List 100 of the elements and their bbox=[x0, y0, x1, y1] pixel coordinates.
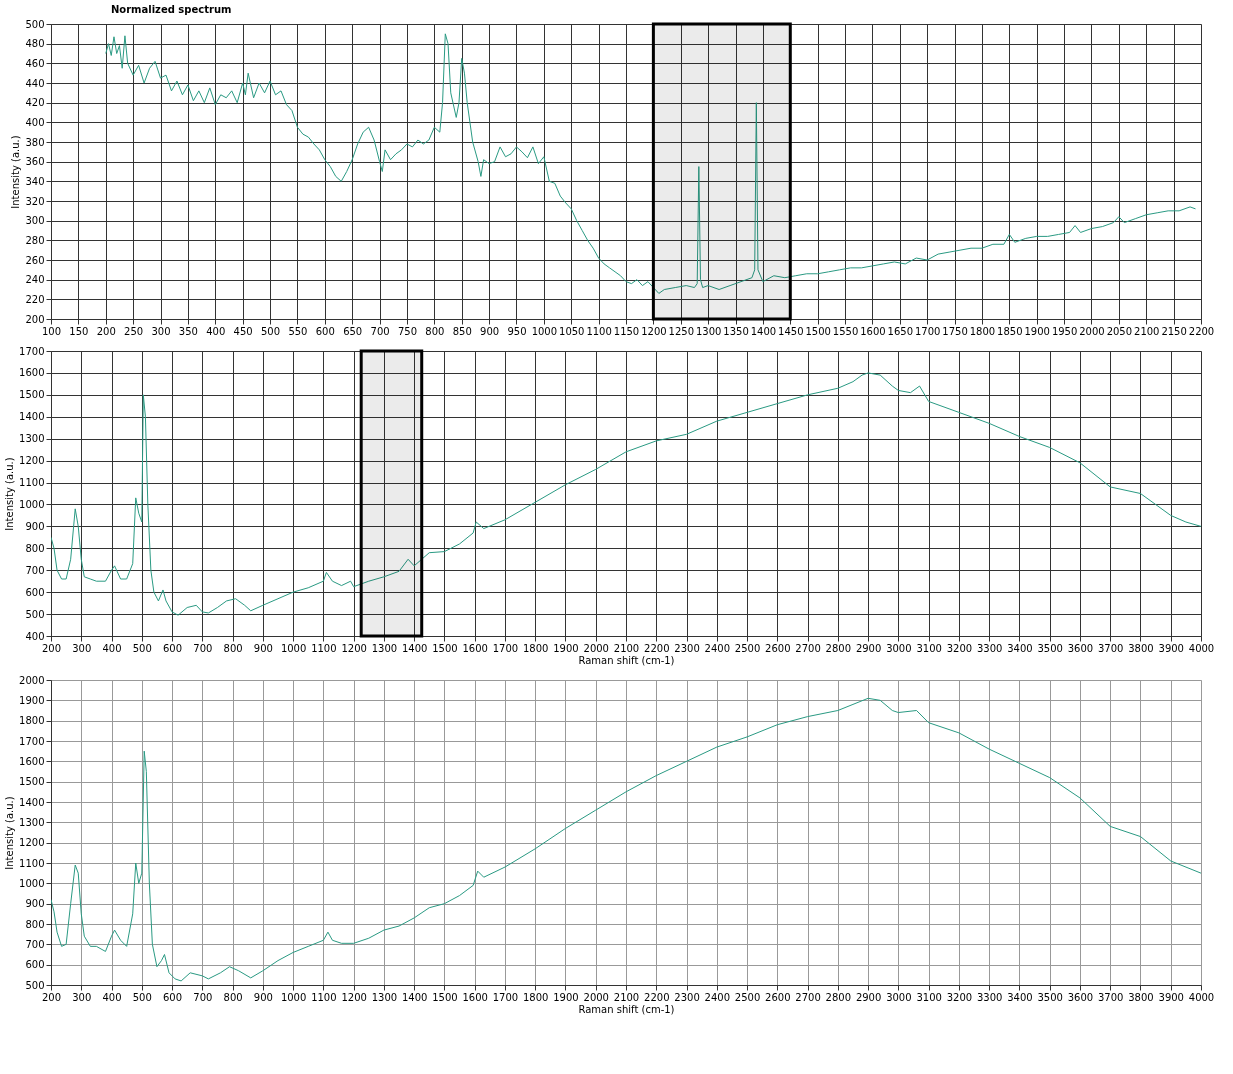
x-tick-label: 1750 bbox=[942, 325, 968, 337]
x-tick-label: 300 bbox=[151, 325, 171, 337]
x-tick-label: 350 bbox=[178, 325, 198, 337]
x-tick-label: 550 bbox=[288, 325, 308, 337]
y-tick-label: 420 bbox=[25, 97, 45, 109]
x-tick-label: 250 bbox=[124, 325, 144, 337]
x-tick-label: 1500 bbox=[432, 642, 458, 654]
x-tick-label: 600 bbox=[163, 642, 183, 654]
x-tick-label: 1250 bbox=[668, 325, 694, 337]
x-tick-label: 1100 bbox=[311, 991, 337, 1003]
y-tick-label: 600 bbox=[25, 959, 45, 971]
y-tick-label: 2000 bbox=[19, 674, 45, 686]
x-tick-label: 3500 bbox=[1037, 642, 1063, 654]
chart-title: Normalized spectrum bbox=[110, 4, 232, 15]
x-tick-label: 2500 bbox=[734, 642, 761, 654]
y-tick-label: 440 bbox=[25, 77, 45, 89]
x-tick-label: 2000 bbox=[583, 642, 609, 654]
x-tick-label: 300 bbox=[72, 991, 92, 1003]
y-tick-label: 500 bbox=[25, 608, 45, 620]
x-tick-label: 1900 bbox=[553, 642, 579, 654]
y-tick-label: 220 bbox=[25, 293, 45, 305]
x-tick-label: 2100 bbox=[613, 642, 640, 654]
x-tick-label: 2900 bbox=[855, 991, 882, 1003]
x-tick-label: 2200 bbox=[644, 991, 670, 1003]
x-tick-label: 3000 bbox=[886, 642, 912, 654]
x-tick-label: 200 bbox=[41, 991, 62, 1003]
y-tick-label: 1500 bbox=[19, 776, 45, 788]
x-tick-label: 400 bbox=[102, 642, 122, 654]
x-tick-label: 3700 bbox=[1097, 991, 1124, 1003]
x-tick-label: 2300 bbox=[674, 642, 700, 654]
y-tick-label: 1400 bbox=[19, 796, 45, 808]
y-tick-label: 800 bbox=[25, 918, 45, 930]
x-tick-label: 1350 bbox=[723, 325, 749, 337]
x-tick-label: 1000 bbox=[531, 325, 558, 337]
y-tick-label: 700 bbox=[25, 564, 45, 576]
y-axis-title: Intensity (a.u.) bbox=[4, 796, 16, 870]
y-tick-label: 500 bbox=[25, 18, 45, 30]
x-tick-label: 400 bbox=[206, 325, 226, 337]
x-tick-label: 2150 bbox=[1161, 325, 1187, 337]
x-tick-label: 3300 bbox=[976, 991, 1003, 1003]
x-tick-label: 600 bbox=[163, 991, 183, 1003]
x-tick-label: 2200 bbox=[1188, 325, 1215, 337]
x-tick-label: 1650 bbox=[887, 325, 914, 337]
x-tick-label: 300 bbox=[72, 642, 92, 654]
y-tick-label: 460 bbox=[25, 57, 45, 69]
x-tick-label: 1550 bbox=[832, 325, 859, 337]
x-tick-label: 600 bbox=[315, 325, 335, 337]
x-tick-label: 1500 bbox=[432, 991, 458, 1003]
y-tick-label: 480 bbox=[25, 38, 45, 50]
y-tick-label: 340 bbox=[25, 175, 45, 187]
y-tick-label: 1100 bbox=[19, 477, 45, 489]
x-tick-label: 400 bbox=[102, 991, 122, 1003]
x-tick-label: 2400 bbox=[704, 991, 731, 1003]
x-tick-label: 500 bbox=[261, 325, 281, 337]
x-tick-label: 900 bbox=[480, 325, 500, 337]
x-tick-label: 1150 bbox=[613, 325, 640, 337]
x-tick-label: 2100 bbox=[1134, 325, 1160, 337]
y-tick-label: 1700 bbox=[19, 345, 45, 357]
x-tick-label: 100 bbox=[41, 325, 62, 337]
x-axis-title: Raman shift (cm-1) bbox=[578, 1003, 675, 1015]
y-tick-label: 400 bbox=[25, 116, 45, 128]
y-tick-label: 1500 bbox=[19, 389, 45, 401]
y-tick-label: 1400 bbox=[19, 411, 45, 423]
y-tick-label: 360 bbox=[25, 156, 45, 168]
x-tick-label: 1300 bbox=[371, 642, 398, 654]
x-tick-label: 150 bbox=[69, 325, 89, 337]
x-tick-label: 3000 bbox=[886, 991, 912, 1003]
x-tick-label: 1950 bbox=[1051, 325, 1078, 337]
x-tick-label: 950 bbox=[507, 325, 527, 337]
x-tick-label: 800 bbox=[425, 325, 445, 337]
x-tick-label: 1000 bbox=[280, 642, 307, 654]
y-tick-label: 1300 bbox=[19, 433, 45, 445]
x-tick-label: 4000 bbox=[1188, 991, 1215, 1003]
x-tick-label: 1300 bbox=[371, 991, 398, 1003]
x-axis-title: Raman shift (cm-1) bbox=[578, 654, 675, 666]
y-tick-label: 320 bbox=[25, 195, 45, 207]
y-tick-label: 1100 bbox=[19, 857, 45, 869]
y-tick-label: 1200 bbox=[19, 455, 45, 467]
y-tick-label: 900 bbox=[25, 898, 45, 910]
x-tick-label: 900 bbox=[253, 642, 273, 654]
x-tick-label: 1400 bbox=[750, 325, 777, 337]
x-tick-label: 700 bbox=[193, 642, 213, 654]
x-tick-label: 3900 bbox=[1158, 642, 1184, 654]
y-tick-label: 380 bbox=[25, 136, 45, 148]
x-tick-label: 1200 bbox=[341, 991, 367, 1003]
x-tick-label: 1850 bbox=[997, 325, 1023, 337]
x-tick-label: 1700 bbox=[914, 325, 941, 337]
x-tick-label: 3600 bbox=[1067, 991, 1094, 1003]
x-tick-label: 800 bbox=[223, 642, 243, 654]
x-tick-label: 850 bbox=[452, 325, 472, 337]
x-tick-label: 3800 bbox=[1128, 642, 1154, 654]
y-axis-title: Intensity (a.u.) bbox=[10, 135, 22, 209]
x-tick-label: 3400 bbox=[1007, 642, 1033, 654]
x-tick-label: 2600 bbox=[765, 991, 791, 1003]
x-tick-label: 1600 bbox=[462, 991, 488, 1003]
x-tick-label: 2700 bbox=[795, 991, 821, 1003]
x-tick-label: 500 bbox=[132, 991, 152, 1003]
x-tick-label: 1450 bbox=[778, 325, 804, 337]
x-tick-label: 2000 bbox=[583, 991, 609, 1003]
x-tick-label: 2500 bbox=[734, 991, 761, 1003]
